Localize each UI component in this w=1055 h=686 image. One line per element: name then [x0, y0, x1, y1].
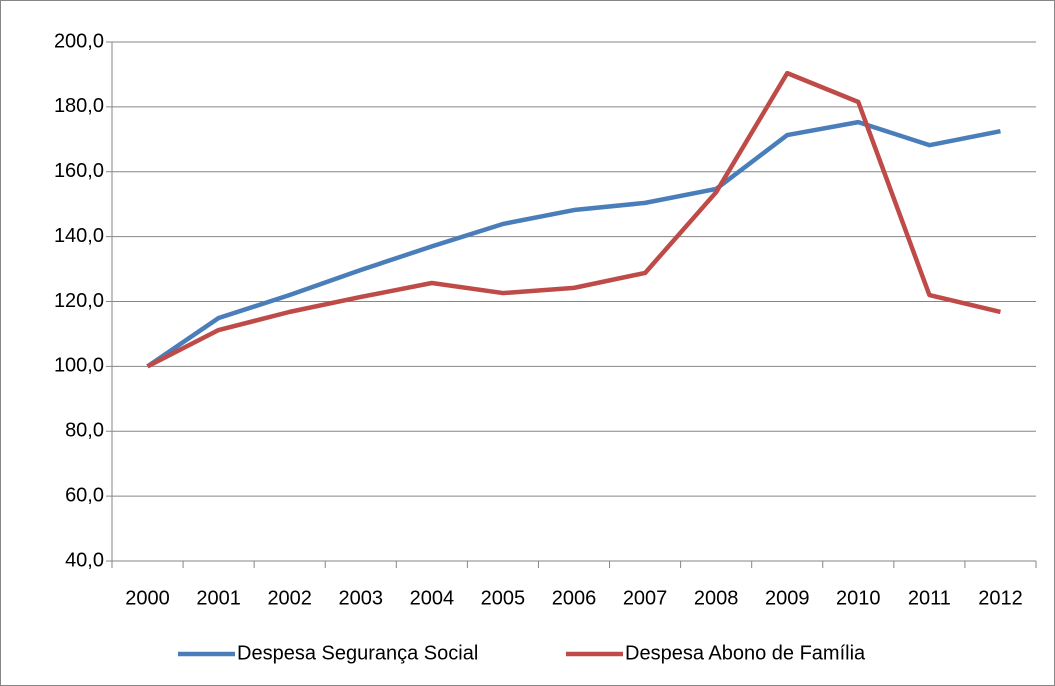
x-tick-label: 2008: [694, 587, 739, 609]
series-line: [146, 119, 1001, 369]
y-tick-label: 60,0: [65, 484, 104, 506]
y-tick-label: 80,0: [65, 420, 104, 442]
y-tick-label: 180,0: [54, 95, 104, 117]
y-tick-label: 40,0: [65, 549, 104, 571]
y-tick-label: 120,0: [54, 290, 104, 312]
x-tick-label: 2006: [552, 587, 597, 609]
x-tick-label: 2007: [623, 587, 668, 609]
x-tick-label: 2004: [410, 587, 455, 609]
series-line: [146, 70, 1001, 369]
y-tick-label: 200,0: [54, 30, 104, 52]
x-tick-label: 2002: [267, 587, 312, 609]
x-tick-label: 2000: [125, 587, 170, 609]
x-tick-label: 2005: [481, 587, 526, 609]
y-tick-label: 140,0: [54, 225, 104, 247]
x-tick-label: 2010: [836, 587, 881, 609]
x-tick-label: 2001: [196, 587, 241, 609]
legend-label: Despesa Abono de Família: [625, 642, 866, 664]
x-tick-label: 2012: [978, 587, 1023, 609]
x-tick-label: 2003: [339, 587, 384, 609]
y-tick-label: 100,0: [54, 355, 104, 377]
x-tick-label: 2009: [765, 587, 810, 609]
y-tick-label: 160,0: [54, 160, 104, 182]
x-tick-label: 2011: [908, 587, 951, 609]
legend-label: Despesa Segurança Social: [237, 642, 478, 664]
